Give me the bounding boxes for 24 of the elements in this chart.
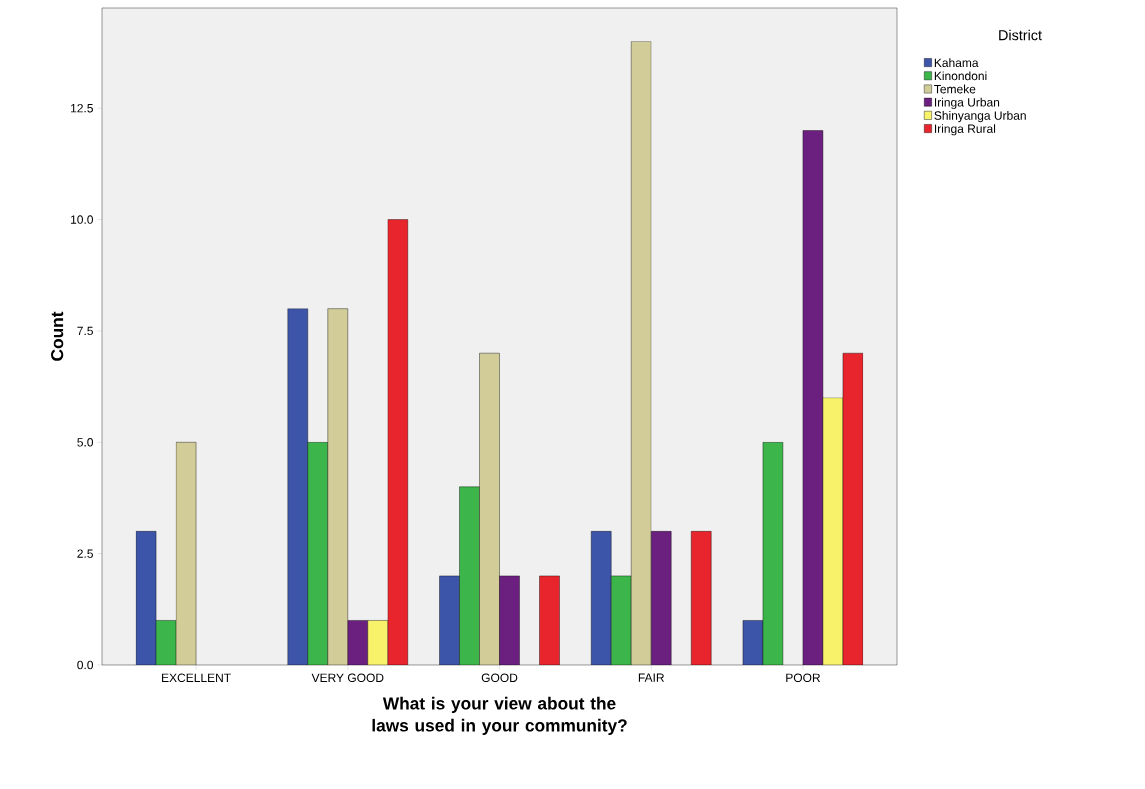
x-axis-title: What is your view about the laws used in your community? <box>372 696 627 735</box>
y-tick-label: 7.5 <box>77 326 93 336</box>
x-tick-label: FAIR <box>638 673 665 682</box>
legend-label: Kahama <box>934 58 979 67</box>
x-tick-label: VERY GOOD <box>311 673 384 683</box>
legend-label: Iringa Rural <box>934 124 996 136</box>
legend-label: Kinondoni <box>934 71 987 81</box>
legend-title: District <box>999 29 1042 41</box>
bar <box>802 130 824 665</box>
bar <box>499 575 520 665</box>
legend-label: Temeke <box>934 84 976 94</box>
bar <box>651 531 672 665</box>
y-axis-title: Count <box>51 311 64 361</box>
x-tick-label: EXCELLENT <box>162 673 231 683</box>
x-tick-label: GOOD <box>481 673 518 683</box>
legend-label: Shinyanga Urban <box>934 110 1026 123</box>
y-tick-label: 12.5 <box>71 103 93 113</box>
y-tick-label: 0.0 <box>77 660 94 670</box>
legend-label: Iringa Urban <box>934 97 1000 109</box>
y-tick-label: 5.0 <box>77 438 94 447</box>
x-tick-label: POOR <box>786 673 821 683</box>
y-tick-label: 2.5 <box>77 549 93 558</box>
bar <box>347 620 368 665</box>
y-tick-label: 10.0 <box>71 215 94 224</box>
